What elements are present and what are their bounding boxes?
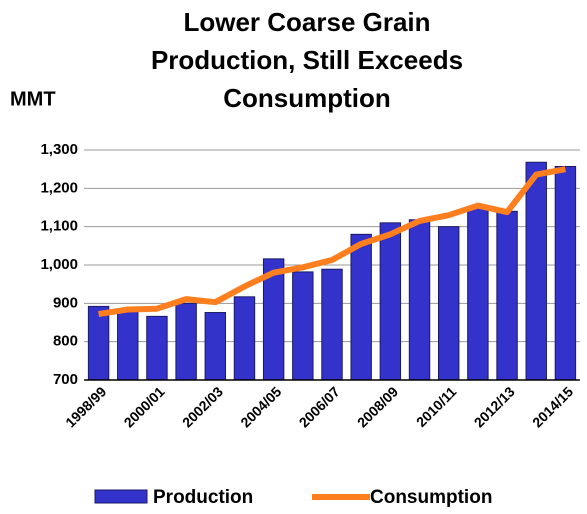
bar <box>437 226 460 381</box>
x-tick-label: 2008/09 <box>354 383 401 430</box>
x-tick-label: 1998/99 <box>62 383 109 430</box>
y-tick-label: 1,000 <box>40 256 78 273</box>
bar <box>379 222 402 381</box>
line <box>98 166 566 318</box>
bar <box>146 315 168 381</box>
bar <box>204 312 227 381</box>
x-tick-label: 2014/15 <box>529 383 576 430</box>
y-tick-label: 1,300 <box>40 141 78 158</box>
x-tick-label: 2004/05 <box>237 383 284 430</box>
chart-title: Production, Still Exceeds <box>151 45 463 75</box>
bar <box>175 302 197 381</box>
x-tick-label: 2012/13 <box>471 383 518 430</box>
y-tick-label: 1,200 <box>40 179 78 196</box>
bar <box>467 206 489 381</box>
x-tick-label: 2010/11 <box>413 383 460 430</box>
legend-label: Consumption <box>370 487 492 508</box>
bar <box>408 219 431 381</box>
bar <box>554 165 577 381</box>
chart-title: Lower Coarse Grain <box>183 7 430 37</box>
y-tick-label: 800 <box>53 333 78 350</box>
y-tick-label: 1,100 <box>40 218 78 235</box>
chart-title: Consumption <box>223 83 391 113</box>
bar <box>292 271 314 381</box>
legend-label: Production <box>153 487 253 508</box>
x-tick-label: 2000/01 <box>121 383 168 430</box>
y-axis-label: MMT <box>10 88 56 110</box>
bar <box>496 210 518 381</box>
y-tick-label: 700 <box>53 371 78 388</box>
x-tick-label: 2002/03 <box>179 383 226 430</box>
bar <box>525 161 547 381</box>
bar <box>117 310 139 381</box>
bar <box>233 296 256 381</box>
x-tick-label: 2006/07 <box>296 383 343 430</box>
bar <box>350 233 372 381</box>
y-tick-label: 900 <box>53 294 78 311</box>
legend-swatch <box>94 489 148 504</box>
bar <box>321 268 343 381</box>
bar <box>87 305 110 381</box>
